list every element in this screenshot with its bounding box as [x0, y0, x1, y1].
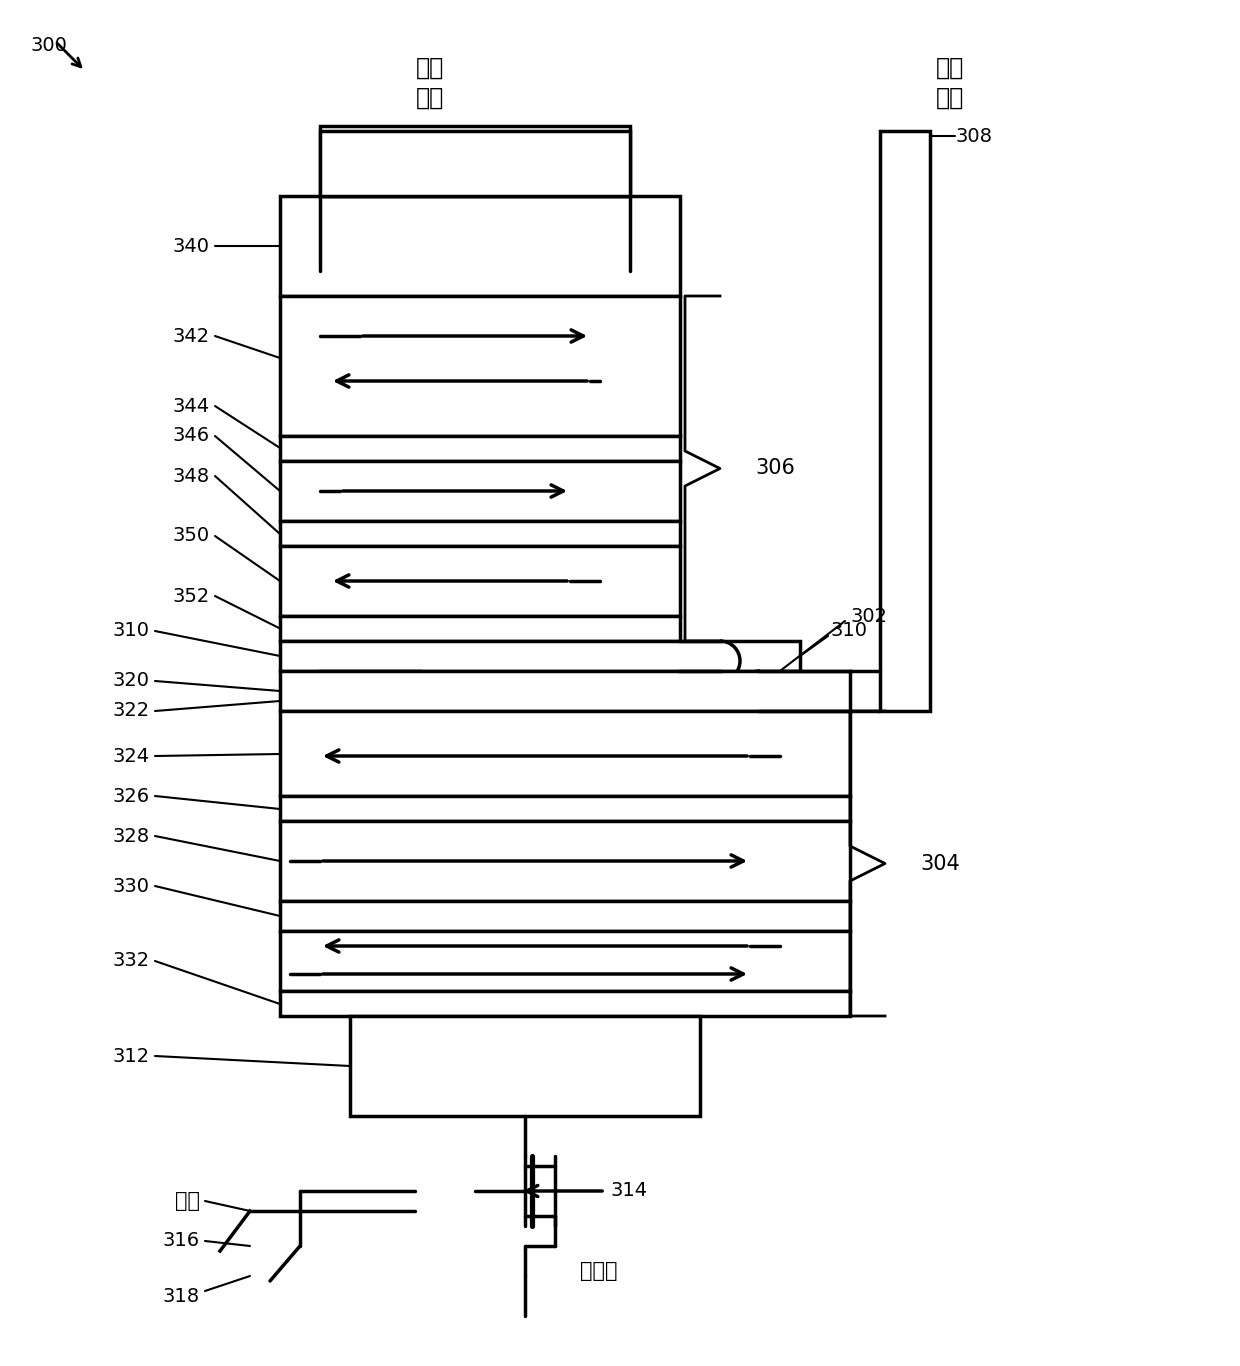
Bar — [320, 131, 630, 195]
Bar — [280, 436, 680, 460]
Bar — [280, 546, 680, 616]
Text: 308: 308 — [955, 127, 992, 146]
Bar — [280, 460, 680, 520]
Text: 332: 332 — [113, 952, 150, 970]
Text: 302: 302 — [849, 607, 887, 626]
Text: 324: 324 — [113, 746, 150, 765]
Text: 352: 352 — [172, 586, 210, 605]
Text: 310: 310 — [830, 622, 867, 641]
Text: 340: 340 — [174, 236, 210, 255]
Text: 306: 306 — [755, 459, 795, 478]
Text: 350: 350 — [172, 526, 210, 545]
Text: 320: 320 — [113, 672, 150, 690]
Bar — [280, 616, 680, 641]
Text: 位线
写入: 位线 写入 — [936, 56, 965, 109]
Text: 字线: 字线 — [175, 1191, 200, 1212]
Bar — [280, 641, 800, 671]
Bar — [280, 902, 849, 932]
Text: 322: 322 — [113, 702, 150, 720]
Bar — [280, 296, 680, 436]
Bar — [880, 131, 930, 710]
Text: 342: 342 — [172, 326, 210, 346]
Bar — [320, 126, 630, 195]
Text: 316: 316 — [162, 1232, 200, 1250]
Bar — [280, 990, 849, 1016]
Text: 源极线: 源极线 — [580, 1261, 618, 1281]
Text: 300: 300 — [30, 36, 67, 55]
Bar — [280, 821, 849, 902]
Text: 330: 330 — [113, 877, 150, 896]
Text: 344: 344 — [172, 396, 210, 415]
Text: 328: 328 — [113, 826, 150, 846]
Text: 314: 314 — [610, 1182, 647, 1201]
Text: 310: 310 — [113, 622, 150, 641]
Text: 312: 312 — [113, 1046, 150, 1065]
Bar — [280, 520, 680, 546]
Text: 304: 304 — [920, 854, 960, 873]
Bar — [280, 195, 680, 296]
Text: 位线
读取: 位线 读取 — [415, 56, 444, 109]
Text: 346: 346 — [172, 426, 210, 445]
Bar — [320, 671, 420, 716]
Bar — [280, 932, 849, 990]
Text: 326: 326 — [113, 787, 150, 806]
Bar — [280, 671, 849, 710]
Bar — [280, 710, 849, 796]
Text: 348: 348 — [172, 467, 210, 485]
Text: 318: 318 — [162, 1287, 200, 1306]
Bar — [350, 1016, 701, 1116]
Bar — [280, 796, 849, 821]
